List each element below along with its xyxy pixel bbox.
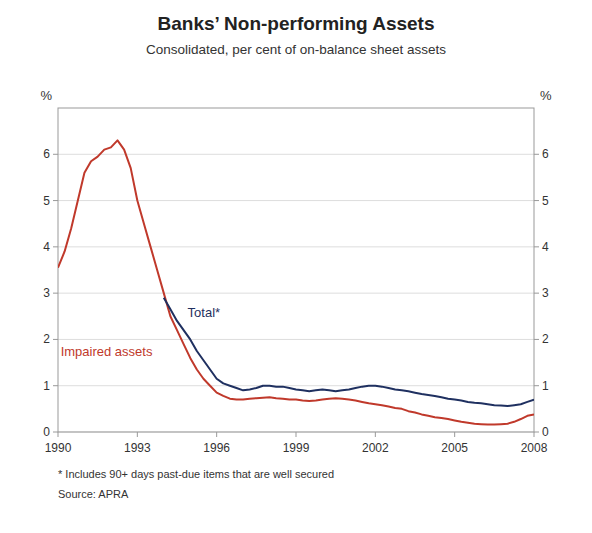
y-tick-label: 2 bbox=[43, 332, 50, 346]
y-tick bbox=[53, 154, 58, 155]
grid bbox=[58, 154, 534, 432]
y-tick bbox=[53, 339, 58, 340]
line bbox=[58, 140, 534, 424]
y2-tick-label: 5 bbox=[542, 194, 549, 208]
y-tick-label: 5 bbox=[43, 194, 50, 208]
y-axis-label: % bbox=[40, 88, 52, 103]
source: Source: APRA bbox=[58, 488, 129, 500]
x-tick-label: 1993 bbox=[124, 441, 151, 455]
y-tick-label: 3 bbox=[43, 286, 50, 300]
y2-tick bbox=[534, 385, 539, 386]
grid-line bbox=[58, 154, 534, 155]
grid-line bbox=[58, 200, 534, 201]
y-tick bbox=[53, 293, 58, 294]
y2-tick-label: 1 bbox=[542, 379, 549, 393]
y2-tick bbox=[534, 432, 539, 433]
x-tick bbox=[216, 432, 217, 437]
x-tick-label: 1996 bbox=[203, 441, 230, 455]
chart: Banks’ Non-performing Assets Consolidated… bbox=[0, 0, 592, 533]
x-tick bbox=[296, 432, 297, 437]
x-tick bbox=[375, 432, 376, 437]
x-tick-label: 2008 bbox=[521, 441, 548, 455]
line-label: Impaired assets bbox=[61, 344, 153, 359]
subtitle: Consolidated, per cent of on-balance she… bbox=[146, 42, 446, 57]
y-tick bbox=[53, 200, 58, 201]
x-tick bbox=[534, 432, 535, 437]
grid-line bbox=[58, 385, 534, 386]
y2-tick bbox=[534, 200, 539, 201]
y-tick-label: 1 bbox=[43, 379, 50, 393]
grid-line bbox=[58, 293, 534, 294]
y2-tick bbox=[534, 293, 539, 294]
grid-line bbox=[58, 339, 534, 340]
x-tick bbox=[137, 432, 138, 437]
y2-tick-label: 2 bbox=[542, 332, 549, 346]
y-tick bbox=[53, 385, 58, 386]
y2-axis-label: % bbox=[540, 88, 552, 103]
grid-line bbox=[58, 246, 534, 247]
y-tick bbox=[53, 432, 58, 433]
footnote: * Includes 90+ days past-due items that … bbox=[58, 468, 334, 480]
y-tick bbox=[53, 246, 58, 247]
x-tick-label: 1999 bbox=[283, 441, 310, 455]
y2-tick bbox=[534, 154, 539, 155]
x-tick-label: 2005 bbox=[441, 441, 468, 455]
axes: 0 1 2 3 4 5 6 0 1 2 3 4 5 6 1990 1993 1996 1999 2002 2005 20… bbox=[43, 147, 549, 455]
x-tick-label: 1990 bbox=[45, 441, 72, 455]
x-tick bbox=[454, 432, 455, 437]
line-label: Total* bbox=[188, 305, 221, 320]
y2-tick-label: 0 bbox=[542, 425, 549, 439]
title: Banks’ Non-performing Assets bbox=[158, 13, 435, 34]
y-tick-label: 6 bbox=[43, 147, 50, 161]
plot-frame bbox=[58, 108, 534, 432]
y2-tick-label: 4 bbox=[542, 240, 549, 254]
series-group bbox=[58, 140, 534, 424]
y2-tick-label: 3 bbox=[542, 286, 549, 300]
y2-tick bbox=[534, 246, 539, 247]
y2-tick bbox=[534, 339, 539, 340]
x-tick-label: 2002 bbox=[362, 441, 389, 455]
y2-tick-label: 6 bbox=[542, 147, 549, 161]
y-tick-label: 4 bbox=[43, 240, 50, 254]
x-tick bbox=[58, 432, 59, 437]
line bbox=[164, 298, 534, 406]
y-tick-label: 0 bbox=[43, 425, 50, 439]
